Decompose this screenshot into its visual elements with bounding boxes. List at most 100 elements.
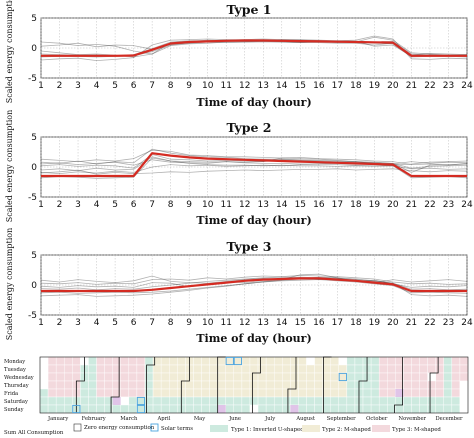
legend-solar-swatch: [150, 423, 159, 432]
calendar-cell: [185, 380, 194, 390]
calendar-cell: [209, 364, 218, 374]
month-label: November: [399, 416, 427, 422]
calendar-cell: [282, 372, 291, 382]
x-tick-label: 20: [387, 200, 399, 210]
calendar-cell: [193, 356, 202, 366]
cluster-centroid: [41, 277, 467, 293]
x-tick-label: 13: [258, 200, 269, 210]
calendar-cell: [378, 404, 388, 414]
calendar-cell: [419, 372, 428, 382]
calendar-cell: [64, 356, 73, 366]
calendar-cell: [112, 380, 121, 390]
tick-labels: 1 2 3 4 5 6 7 8 9 10 11 12 13 14 15 16 17 18 19 20 21 22 23 24-…: [28, 14, 473, 91]
calendar-cell: [112, 364, 121, 374]
calendar-cell: [257, 396, 267, 406]
x-tick-label: 17: [332, 81, 343, 91]
calendar-heatmap: Monday Tuesday Wednesday Thursday Frida Satur…: [4, 356, 469, 436]
calendar-cell: [403, 404, 412, 414]
x-tick-label: 18: [350, 200, 362, 210]
calendar-cell: [419, 396, 428, 406]
month-border: [287, 357, 297, 413]
x-tick-label: 23: [443, 200, 454, 210]
calendar-cell: [306, 364, 315, 374]
calendar-cell: [193, 388, 202, 398]
calendar-cell: [209, 356, 218, 366]
calendar-cell: [88, 356, 97, 366]
x-tick-label: 14: [276, 81, 288, 91]
calendar-cell: [306, 396, 315, 406]
calendar-cell-special: [217, 405, 226, 413]
calendar-cell: [64, 364, 73, 374]
calendar-cell: [346, 380, 356, 390]
x-tick-label: 9: [186, 81, 192, 91]
calendar-cell: [314, 364, 323, 374]
calendar-cell: [112, 388, 121, 398]
calendar-cell: [443, 388, 453, 398]
calendar-cell: [249, 388, 259, 398]
tick-labels: 1 2 3 4 5 6 7 8 9 10 11 12 13 14 15 16 17 18 19 20 21 22 23 24-…: [28, 133, 473, 210]
x-tick-label: 24: [461, 81, 473, 91]
calendar-cell: [346, 356, 356, 366]
calendar-cell: [88, 388, 97, 398]
profile-line: [40, 149, 468, 166]
month-label: January: [47, 416, 68, 422]
calendar-cell: [354, 364, 364, 374]
calendar-cell: [330, 404, 339, 414]
x-tick-label: 24: [461, 200, 473, 210]
calendar-cell: [282, 396, 291, 406]
x-tick-label: 18: [350, 81, 362, 91]
y-tick-label: 5: [31, 251, 37, 261]
calendar-cell: [395, 372, 404, 382]
calendar-cell: [459, 388, 469, 398]
calendar-cell: [241, 372, 251, 382]
calendar-cell: [193, 380, 202, 390]
calendar-cell: [136, 404, 146, 414]
calendar-cell: [96, 364, 105, 374]
calendar-cell: [225, 356, 235, 366]
calendar-cell: [55, 404, 65, 414]
x-tick-label: 17: [332, 200, 343, 210]
calendar-cell: [451, 396, 461, 406]
calendar-cell: [233, 396, 243, 406]
calendar-cell: [104, 364, 113, 374]
calendar-cell: [370, 404, 380, 414]
cluster-centroid: [41, 39, 467, 57]
centroid-line: [41, 277, 467, 293]
calendar-cell: [96, 356, 105, 366]
calendar-cell: [330, 372, 339, 382]
calendar-cell: [144, 380, 154, 390]
calendar-cell: [257, 372, 267, 382]
calendar-cell: [177, 356, 186, 366]
weekday-label: Frida: [4, 391, 18, 397]
calendar-cell: [80, 380, 89, 390]
calendar-cell: [169, 372, 178, 382]
x-tick-label: 12: [239, 81, 250, 91]
calendar-cell: [273, 380, 283, 390]
calendar-cell: [257, 364, 267, 374]
x-tick-label: 6: [131, 200, 137, 210]
calendar-cell: [370, 356, 380, 366]
calendar-cell: [265, 396, 275, 406]
calendar-cell: [120, 380, 130, 390]
tick-labels: 1 2 3 4 5 6 7 8 9 10 11 12 13 14 15 16 17 18 19 20 21 22 23 24-…: [28, 251, 473, 328]
calendar-cell: [419, 404, 428, 414]
calendar-cell: [241, 404, 251, 414]
calendar-cell: [387, 372, 396, 382]
calendar-cell: [120, 372, 130, 382]
calendar-cell: [403, 388, 412, 398]
x-tick-label: 5: [112, 81, 118, 91]
calendar-cell: [443, 404, 453, 414]
calendar-cell: [459, 372, 469, 382]
calendar-cell: [265, 372, 275, 382]
calendar-cell: [128, 396, 138, 406]
month-label: August: [295, 416, 315, 422]
calendar-cell: [346, 388, 356, 398]
calendar-cell: [459, 396, 469, 406]
x-tick-label: 21: [406, 318, 417, 328]
x-tick-label: 4: [94, 318, 100, 328]
x-tick-label: 2: [57, 200, 63, 210]
calendar-cell: [330, 364, 339, 374]
x-tick-label: 21: [406, 81, 417, 91]
